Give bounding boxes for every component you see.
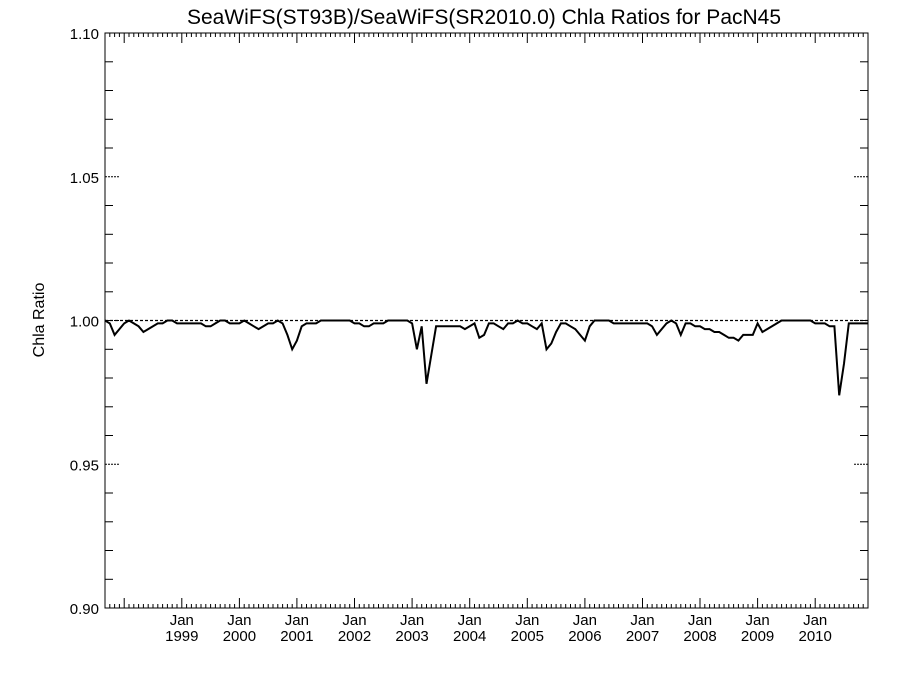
x-tick-label-month: Jan <box>573 612 597 629</box>
x-tick-label-year: 2008 <box>683 628 716 645</box>
chart-title: SeaWiFS(ST93B)/SeaWiFS(SR2010.0) Chla Ra… <box>187 6 781 29</box>
x-tick-label-month: Jan <box>400 612 424 629</box>
x-tick-label-year: 2003 <box>395 628 428 645</box>
x-tick-label-year: 2006 <box>568 628 601 645</box>
y-tick-label: 1.05 <box>70 170 99 187</box>
y-tick-label: 0.95 <box>70 457 99 474</box>
x-tick-label-month: Jan <box>170 612 194 629</box>
y-tick-label: 0.90 <box>70 601 99 618</box>
plot-frame <box>104 32 869 609</box>
x-tick-label-year: 1999 <box>165 628 198 645</box>
x-tick-label-year: 2010 <box>799 628 832 645</box>
x-tick-label-month: Jan <box>342 612 366 629</box>
x-tick-label-month: Jan <box>746 612 770 629</box>
series-line <box>104 319 868 396</box>
x-tick-label-year: 2007 <box>626 628 659 645</box>
x-tick-label-month: Jan <box>515 612 539 629</box>
x-tick-label-year: 2004 <box>453 628 486 645</box>
y-tick-label: 1.00 <box>70 314 99 331</box>
axis-ticks <box>104 32 869 609</box>
x-tick-label-year: 2000 <box>223 628 256 645</box>
x-tick-label-month: Jan <box>285 612 309 629</box>
x-tick-label-month: Jan <box>688 612 712 629</box>
y-axis-label: Chla Ratio <box>31 283 48 358</box>
x-tick-label-month: Jan <box>630 612 654 629</box>
x-tick-label-year: 2009 <box>741 628 774 645</box>
x-tick-label-year: 2005 <box>511 628 544 645</box>
axis-tick-labels: 1.101.051.000.950.90Jan1999Jan2000Jan200… <box>70 26 832 645</box>
x-tick-label-month: Jan <box>458 612 482 629</box>
y-tick-label: 1.10 <box>70 26 99 43</box>
x-tick-label-month: Jan <box>803 612 827 629</box>
x-tick-label-year: 2001 <box>280 628 313 645</box>
x-tick-label-month: Jan <box>227 612 251 629</box>
x-tick-label-year: 2002 <box>338 628 371 645</box>
